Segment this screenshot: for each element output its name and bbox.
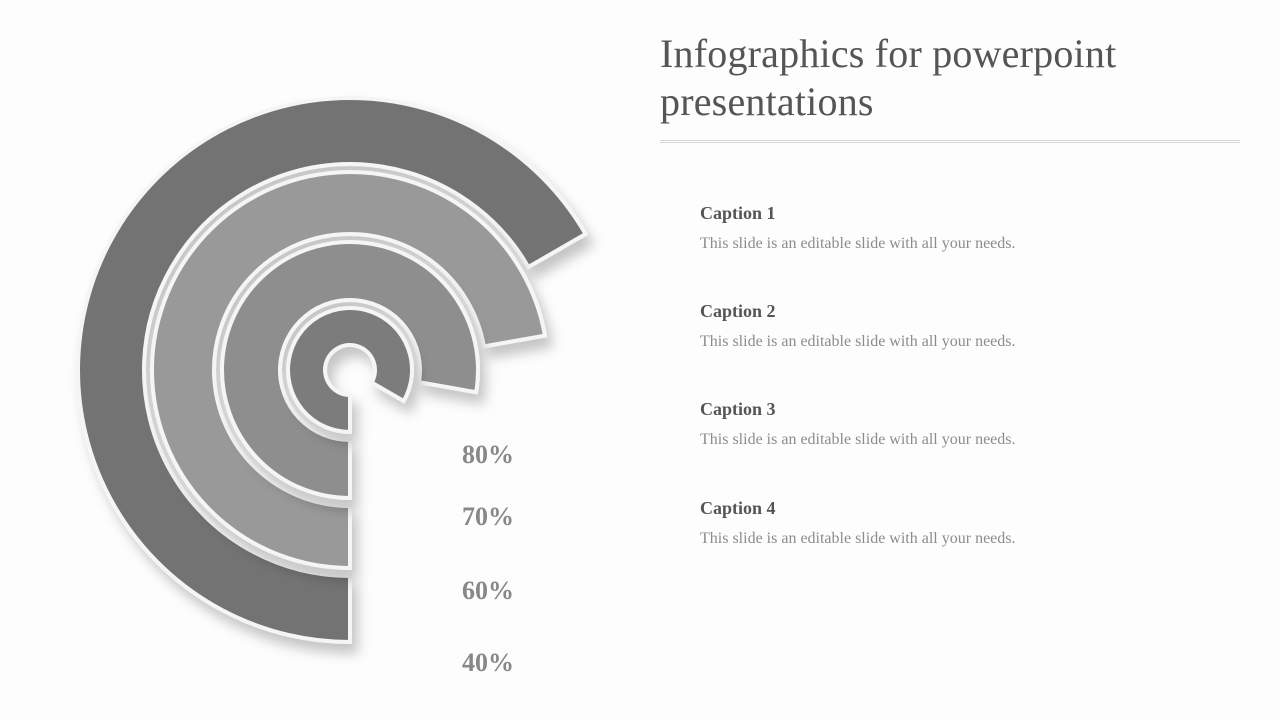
ring-label-1: 70%: [462, 502, 514, 532]
slide-title: Infographics for powerpoint presentation…: [660, 30, 1240, 126]
caption-3-body: This slide is an editable slide with all…: [700, 428, 1080, 451]
caption-4: Caption 4 This slide is an editable slid…: [660, 498, 1240, 550]
chart-panel: 80% 70% 60% 40%: [0, 0, 640, 720]
caption-2-title: Caption 2: [700, 301, 1240, 322]
ring-label-2: 60%: [462, 576, 514, 606]
caption-3-title: Caption 3: [700, 399, 1240, 420]
caption-1: Caption 1 This slide is an editable slid…: [660, 203, 1240, 255]
text-panel: Infographics for powerpoint presentation…: [660, 30, 1240, 596]
ring-label-0: 80%: [462, 440, 514, 470]
caption-3: Caption 3 This slide is an editable slid…: [660, 399, 1240, 451]
caption-4-title: Caption 4: [700, 498, 1240, 519]
title-divider: [660, 140, 1240, 143]
caption-1-body: This slide is an editable slide with all…: [700, 232, 1080, 255]
ring-label-3: 40%: [462, 648, 514, 678]
captions-list: Caption 1 This slide is an editable slid…: [660, 203, 1240, 550]
caption-1-title: Caption 1: [700, 203, 1240, 224]
caption-2-body: This slide is an editable slide with all…: [700, 330, 1080, 353]
radial-arc-chart: 80% 70% 60% 40%: [60, 30, 580, 710]
caption-2: Caption 2 This slide is an editable slid…: [660, 301, 1240, 353]
caption-4-body: This slide is an editable slide with all…: [700, 527, 1080, 550]
